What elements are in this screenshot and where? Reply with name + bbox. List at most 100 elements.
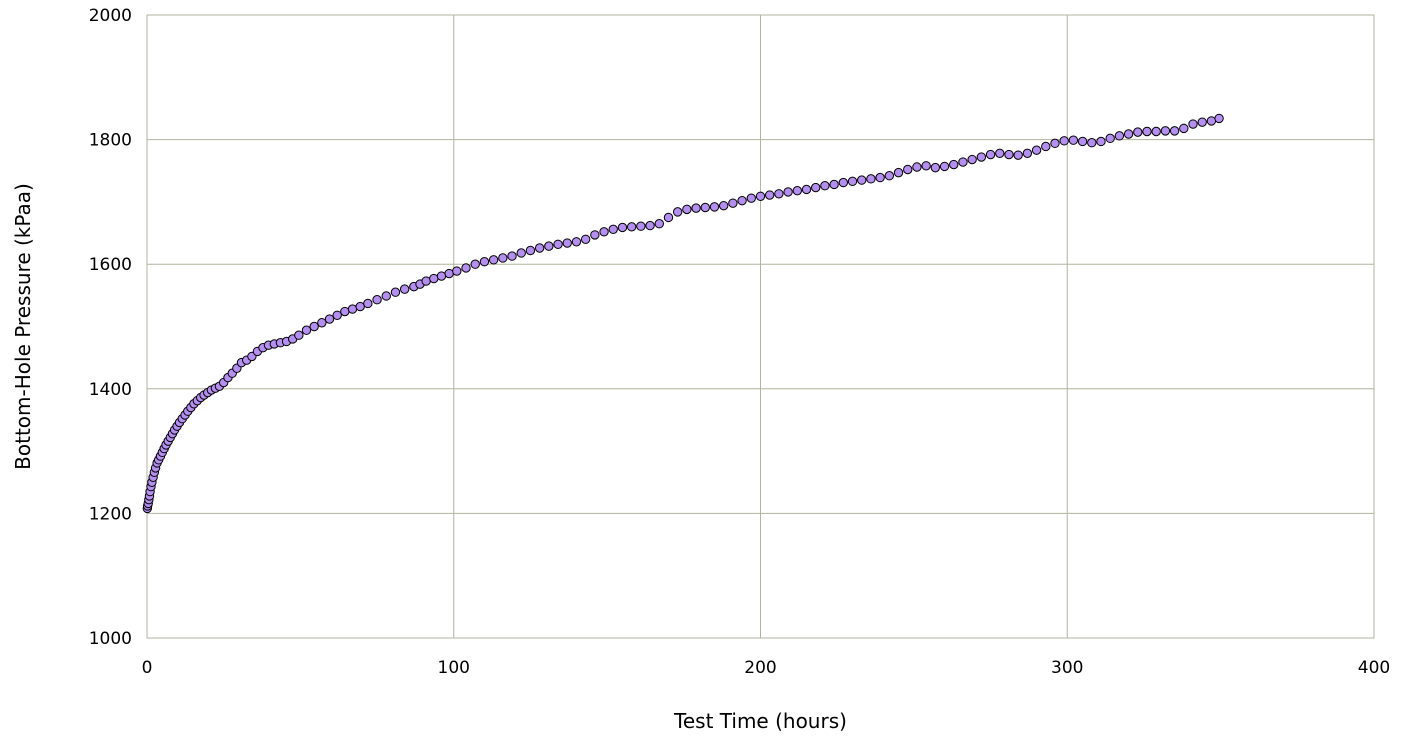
data-point	[857, 175, 867, 185]
data-point	[525, 245, 536, 256]
data-point	[516, 248, 526, 258]
data-point	[429, 273, 439, 284]
data-point	[534, 243, 545, 253]
y-axis-tick-labels: 1000 1200 1400 1600 1800 2000	[89, 6, 132, 649]
data-point	[1059, 136, 1069, 146]
x-axis-title: Test Time (hours)	[673, 709, 847, 733]
data-point	[783, 187, 793, 197]
data-point	[829, 179, 839, 190]
data-point	[801, 184, 812, 195]
data-point	[608, 224, 618, 235]
plot-area-frame	[146, 14, 1375, 639]
data-point	[1114, 131, 1125, 141]
data-point	[985, 149, 996, 160]
data-point	[488, 255, 499, 265]
data-point	[847, 176, 858, 187]
data-point	[461, 263, 471, 273]
data-point	[755, 191, 766, 201]
data-point	[452, 266, 462, 276]
data-point	[1123, 129, 1134, 139]
data-point	[1188, 119, 1198, 129]
data-point	[1179, 123, 1189, 134]
data-point	[700, 202, 710, 213]
data-point	[347, 304, 358, 314]
data-point	[672, 207, 683, 217]
data-point	[470, 259, 480, 269]
y-tick-label: 1200	[89, 504, 132, 524]
data-point	[1004, 149, 1014, 160]
data-point	[939, 161, 950, 172]
data-point	[1013, 150, 1023, 160]
data-point	[1031, 145, 1042, 155]
data-point	[1022, 148, 1033, 159]
y-axis-title: Bottom-Hole Pressure (kPaa)	[11, 183, 35, 470]
data-point	[590, 230, 600, 240]
y-tick-label: 1000	[89, 629, 132, 649]
data-point	[728, 198, 738, 208]
data-point	[746, 193, 756, 203]
data-point	[1068, 135, 1079, 145]
data-point	[958, 157, 968, 167]
data-point	[332, 310, 342, 320]
y-tick-label: 1600	[89, 255, 132, 275]
data-point	[1160, 126, 1171, 136]
data-point	[811, 182, 821, 193]
data-point	[626, 222, 637, 232]
data-point	[444, 268, 454, 279]
data-point	[884, 171, 895, 181]
data-point	[709, 202, 720, 212]
data-point	[893, 167, 904, 178]
data-point	[838, 177, 849, 188]
y-tick-label: 1800	[89, 131, 132, 151]
y-tick-label: 2000	[89, 6, 132, 26]
data-point	[507, 251, 517, 261]
data-point	[1105, 133, 1115, 144]
data-point	[820, 181, 830, 191]
data-point	[317, 318, 327, 328]
x-axis-tick-labels: 0 100 200 300 400	[142, 658, 1391, 678]
data-point	[562, 238, 572, 248]
data-point	[765, 190, 775, 200]
data-point	[636, 221, 646, 231]
data-point	[1077, 136, 1088, 147]
data-point	[903, 164, 913, 175]
data-point	[1151, 126, 1161, 137]
data-point	[1041, 141, 1051, 152]
x-tick-label: 400	[1358, 658, 1390, 678]
data-points	[142, 113, 1224, 514]
data-point	[1197, 117, 1207, 127]
data-point	[355, 301, 365, 312]
data-point	[875, 172, 885, 183]
y-tick-label: 1400	[89, 380, 132, 400]
data-point	[399, 284, 410, 294]
data-point	[571, 237, 582, 247]
x-tick-label: 200	[744, 658, 776, 678]
x-tick-label: 100	[438, 658, 470, 678]
data-point	[436, 271, 447, 281]
data-point	[544, 241, 554, 251]
data-point	[1142, 126, 1152, 137]
data-point	[976, 152, 987, 162]
data-point	[1096, 136, 1106, 147]
data-point	[912, 162, 922, 172]
grid-lines	[146, 14, 1375, 639]
data-point	[599, 227, 609, 237]
data-point	[1206, 116, 1217, 126]
data-point	[617, 222, 628, 233]
data-point	[324, 314, 335, 324]
x-tick-label: 0	[142, 658, 153, 678]
data-point	[682, 204, 692, 215]
data-point	[553, 239, 563, 249]
data-point	[381, 291, 391, 301]
data-point	[967, 154, 977, 165]
data-point	[691, 203, 701, 213]
data-point	[1087, 138, 1097, 148]
data-point	[340, 306, 350, 317]
data-point	[866, 174, 876, 184]
data-point	[663, 212, 674, 223]
data-point	[949, 159, 959, 170]
data-point	[930, 162, 941, 173]
data-point	[737, 195, 747, 206]
data-point	[718, 200, 729, 211]
data-point	[301, 325, 312, 335]
